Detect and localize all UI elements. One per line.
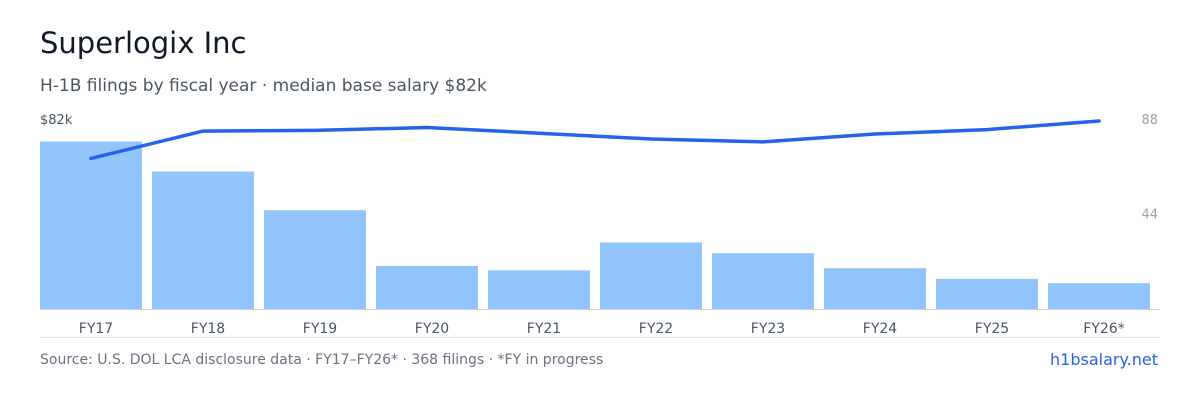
x-tick-label: FY21: [527, 321, 561, 337]
salary-point-fy21: [537, 131, 541, 135]
brand-link[interactable]: h1bsalary.net: [1050, 350, 1158, 369]
x-tick-labels: FY17 FY18 FY19 FY20 FY21 FY22 FY23 FY24 FY25 FY26…: [79, 321, 1125, 337]
salary-point-fy26-star: [1097, 119, 1101, 123]
left-axis-tick-label: $82k: [40, 113, 73, 128]
salary-point-fy19: [313, 128, 317, 132]
x-tick-label: FY23: [751, 321, 785, 337]
bar-fy21: [488, 270, 590, 309]
bar-fy19: [264, 210, 366, 309]
x-tick-label: FY20: [415, 321, 449, 337]
bar-fy22: [600, 242, 702, 309]
salary-point-fy23: [761, 140, 765, 144]
salary-line: [89, 119, 1101, 161]
source-note: Source: U.S. DOL LCA disclosure data · F…: [40, 352, 604, 368]
bar-fy20: [376, 266, 478, 309]
bar-fy24: [824, 268, 926, 309]
bar-fy23: [712, 253, 814, 309]
bar-fy25: [936, 278, 1038, 309]
bar-fy18: [152, 171, 254, 309]
chart-title: Superlogix Inc: [40, 26, 247, 60]
x-tick-label: FY26*: [1083, 321, 1124, 337]
salary-point-fy18: [201, 129, 205, 133]
left-axis-ticks: $82k: [40, 113, 73, 128]
salary-point-fy24: [873, 132, 877, 136]
bar-series: [40, 141, 1150, 309]
x-tick-label: FY25: [975, 321, 1009, 337]
x-tick-label: FY18: [191, 321, 225, 337]
right-axis-tick-label: 88: [1141, 113, 1158, 128]
chart-subtitle: H-1B filings by fiscal year · median bas…: [40, 76, 487, 96]
x-tick-label: FY19: [303, 321, 337, 337]
right-axis-tick-label: 44: [1141, 208, 1158, 223]
salary-point-fy20: [425, 126, 429, 129]
x-tick-label: FY24: [863, 321, 898, 337]
right-axis-ticks: 88 44: [1141, 113, 1158, 223]
salary-point-fy22: [649, 137, 653, 141]
x-tick-label: FY22: [639, 321, 673, 337]
bar-fy26-star: [1048, 283, 1150, 309]
salary-point-fy25: [985, 128, 989, 132]
bar-fy17: [40, 141, 142, 309]
x-tick-label: FY17: [79, 321, 113, 337]
salary-point-fy17: [89, 156, 93, 160]
